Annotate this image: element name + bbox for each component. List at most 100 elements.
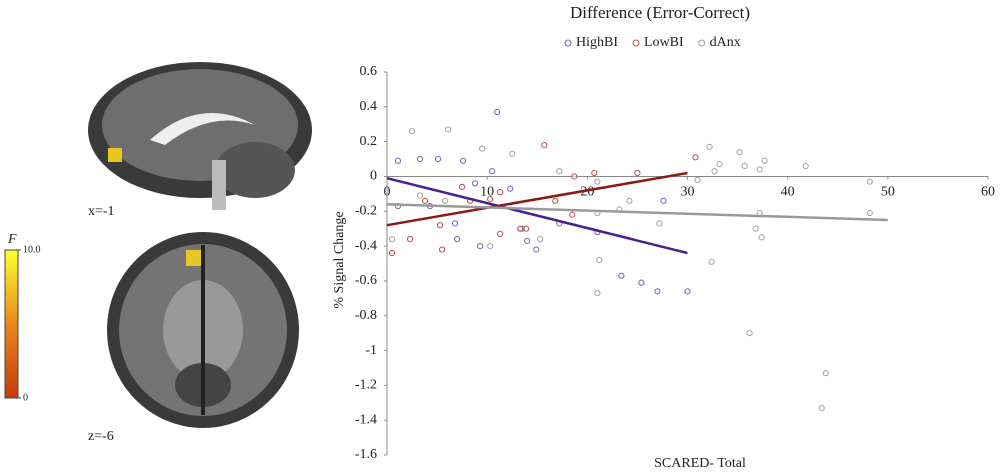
point (477, 242, 484, 250)
point (594, 178, 601, 185)
point (552, 197, 559, 204)
point (708, 258, 715, 265)
y-tick-label: 0.2 (360, 134, 378, 149)
colorbar-tick-label: 10.0 (23, 244, 41, 255)
point (866, 178, 873, 185)
y-tick-label: -0.6 (355, 273, 377, 288)
point (509, 150, 516, 157)
x-tick-label: 10 (480, 185, 494, 200)
point (822, 370, 829, 377)
x-tick-label: 60 (981, 185, 995, 200)
point (408, 128, 416, 135)
legend-marker (698, 39, 706, 47)
point (758, 234, 765, 241)
y-tick-label: -1.4 (355, 412, 377, 427)
point (741, 162, 748, 170)
y-tick-label: -0.2 (355, 203, 377, 218)
point (626, 197, 633, 204)
legend-label: LowBI (644, 35, 684, 50)
point (736, 148, 743, 156)
legend-label: HighBI (576, 35, 618, 50)
point (507, 185, 514, 192)
fit-line (386, 203, 888, 222)
point (388, 249, 396, 257)
x-tick-label: 30 (681, 185, 695, 200)
point (694, 176, 701, 184)
point (684, 288, 691, 295)
point (436, 222, 444, 229)
point (416, 192, 424, 199)
point (634, 169, 641, 177)
y-tick-label: 0 (370, 169, 377, 184)
point (487, 195, 494, 203)
point (866, 209, 873, 217)
point (497, 189, 504, 196)
point (452, 220, 459, 227)
point (416, 155, 424, 163)
point (569, 211, 576, 218)
point (594, 289, 601, 297)
point (479, 145, 486, 152)
legend-label: dAnx (710, 35, 741, 50)
chart-title: Difference (Error-Correct) (570, 3, 750, 22)
sagittal-label: x=-1 (88, 204, 115, 219)
point (524, 237, 531, 244)
point (752, 225, 759, 232)
point (716, 161, 723, 168)
point (388, 236, 396, 243)
point (517, 225, 524, 232)
point (533, 246, 540, 253)
fit-line (386, 176, 688, 255)
colorbar (4, 249, 19, 399)
point (756, 166, 763, 173)
axial-label: z=-6 (88, 429, 114, 444)
point (497, 230, 504, 238)
point (537, 236, 544, 243)
point (746, 330, 753, 337)
point (394, 157, 402, 164)
point (618, 272, 625, 279)
y-axis-label: % Signal Change (332, 211, 347, 308)
axial-brain (107, 232, 299, 428)
point (460, 157, 467, 164)
point (591, 169, 598, 177)
point (434, 155, 442, 163)
point (472, 180, 479, 187)
point (802, 162, 809, 170)
y-tick-label: 0.6 (360, 64, 378, 79)
point (487, 242, 494, 250)
x-tick-label: 20 (580, 185, 594, 200)
point (654, 288, 661, 295)
y-tick-label: -1.6 (355, 447, 377, 462)
point (541, 142, 548, 149)
y-tick-label: -0.4 (355, 238, 377, 253)
point (692, 154, 699, 161)
point (656, 220, 663, 227)
point (761, 157, 768, 164)
y-tick-label: -0.8 (355, 308, 377, 323)
x-axis-label: SCARED- Total (654, 456, 746, 471)
y-tick-label: -1 (365, 343, 377, 358)
y-tick-label: -1.2 (355, 378, 377, 393)
point (818, 404, 825, 412)
point (711, 168, 718, 175)
sagittal-brain (88, 62, 312, 210)
point (454, 236, 461, 243)
colorbar-title: F (7, 232, 17, 247)
point (459, 183, 466, 190)
point (438, 246, 446, 253)
fit-line (386, 171, 688, 227)
point (556, 168, 563, 175)
point (523, 225, 530, 232)
point (660, 197, 667, 204)
legend-marker (564, 39, 572, 47)
point (596, 256, 603, 264)
point (571, 173, 578, 180)
point (406, 236, 414, 243)
colorbar-tick-label: 0 (23, 392, 28, 403)
point (706, 143, 713, 150)
point (441, 197, 449, 204)
legend-marker (632, 39, 640, 47)
point (638, 279, 645, 286)
